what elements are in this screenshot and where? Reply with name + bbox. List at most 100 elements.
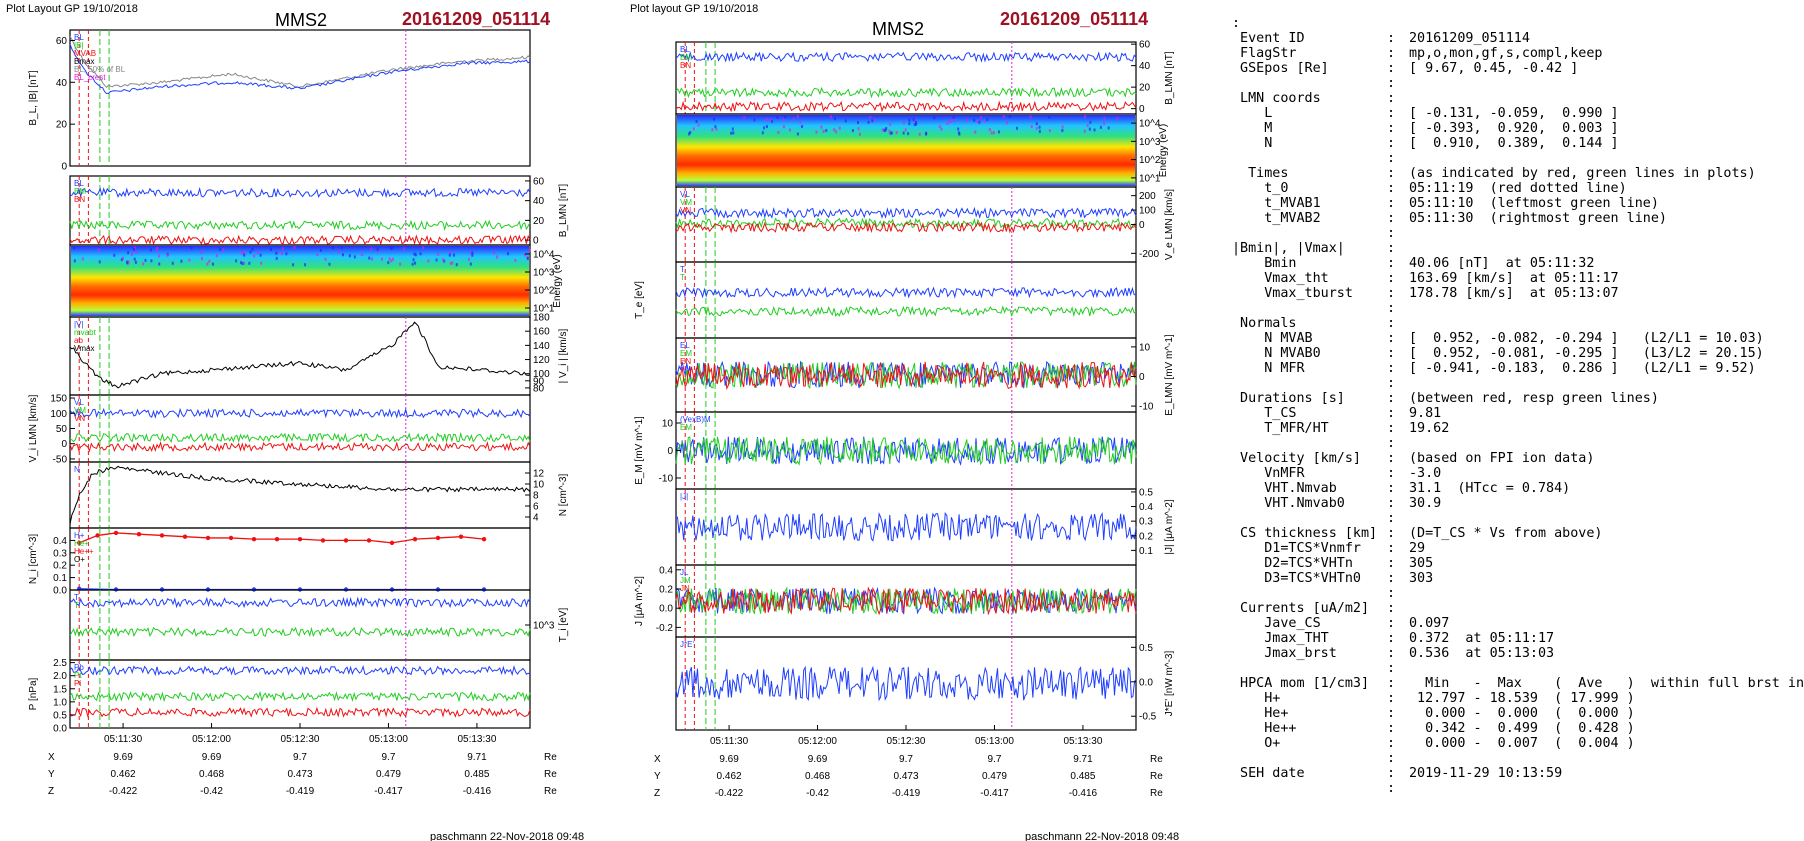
y-tick-label: 0 xyxy=(533,236,539,247)
y-axis-label: B_L, |B| [nT] xyxy=(28,70,39,125)
spectrogram-pixel xyxy=(389,246,392,250)
spectrogram-pixel xyxy=(73,246,76,250)
series-line xyxy=(69,441,531,453)
spectrogram-pixel xyxy=(997,130,1000,134)
spectrogram-pixel xyxy=(796,115,799,119)
summary-line: D1=TCS*Vnmfr:29 xyxy=(1232,541,1804,556)
summary-value: 12.797 - 18.539 ( 17.999 ) xyxy=(1409,691,1635,706)
x-tick-label: 05:13:30 xyxy=(1063,736,1102,747)
spectrogram-pixel xyxy=(455,263,458,267)
panel-right-7: |J| 0.1 0.2 0.3 0.4 0.5 |J| [μA m^-2] xyxy=(675,487,1175,566)
summary-colon: : xyxy=(1387,346,1396,361)
spectrogram-pixel xyxy=(158,254,161,258)
legend-label: Pt xyxy=(74,671,82,680)
spectrogram-pixel xyxy=(360,253,363,257)
spectrogram-pixel xyxy=(788,128,791,132)
summary-key: : xyxy=(1232,16,1241,31)
y-tick-label: 0.5 xyxy=(1139,487,1153,498)
y-axis-label: Energy (eV) xyxy=(1158,124,1169,177)
summary-line: CS thickness [km]: (D=T_CS * Vs from abov… xyxy=(1232,526,1804,541)
legend-label: MVAB xyxy=(74,49,96,58)
summary-line: |Bmin|, |Vmax|: xyxy=(1232,241,1804,256)
summary-colon: : xyxy=(1387,376,1396,391)
summary-value: [ 0.910, 0.389, 0.144 ] xyxy=(1409,136,1619,151)
spectrogram-pixel xyxy=(890,131,893,135)
summary-key: |Bmin|, |Vmax| xyxy=(1232,241,1345,256)
legend-label: BL, 50% of BL xyxy=(74,65,126,74)
spectrogram-pixel xyxy=(765,117,768,121)
spectrogram-pixel xyxy=(188,258,191,262)
y-tick-label: 0.2 xyxy=(53,561,67,572)
summary-line: He++: 0.342 - 0.499 ( 0.428 ) xyxy=(1232,721,1804,736)
legend-label: H+ xyxy=(74,531,85,540)
spectrogram-pixel xyxy=(907,132,910,136)
spectrogram-pixel xyxy=(1084,115,1087,119)
summary-line: He+: 0.000 - 0.000 ( 0.000 ) xyxy=(1232,706,1804,721)
spectrogram-pixel xyxy=(144,258,147,262)
x-tick-label: 05:12:00 xyxy=(192,734,231,745)
summary-line: t_0:05:11:19 (red dotted line) xyxy=(1232,181,1804,196)
summary-value: 0.097 xyxy=(1409,616,1450,631)
position-value: 0.468 xyxy=(805,771,830,782)
legend-label: |B| xyxy=(74,41,84,50)
spectrogram-pixel xyxy=(874,119,877,123)
position-value: 9.7 xyxy=(382,752,396,763)
y-tick-label: 200 xyxy=(1139,191,1156,202)
spectrogram-pixel xyxy=(925,132,928,136)
position-value: 0.479 xyxy=(982,771,1007,782)
spectrogram-pixel xyxy=(98,260,101,264)
spectrogram-pixel xyxy=(857,127,860,131)
legend-label: VL xyxy=(74,398,84,407)
right-footer: paschmann 22-Nov-2018 09:48 xyxy=(1025,831,1179,841)
panel-right-4-frame xyxy=(675,261,1137,339)
position-value: 9.7 xyxy=(899,754,913,765)
summary-line: : xyxy=(1232,781,1804,796)
y-axis-label: V_e LMN [km/s] xyxy=(1164,189,1175,260)
series-line xyxy=(675,361,1137,391)
spectrogram-pixel xyxy=(387,261,390,265)
y-axis-label: B_LMN [nT] xyxy=(558,184,569,238)
series-line xyxy=(675,665,1137,702)
summary-value: -3.0 xyxy=(1409,466,1442,481)
legend-label: VM xyxy=(74,406,86,415)
summary-value: 40.06 [nT] at 05:11:32 xyxy=(1409,256,1595,271)
spectrogram-pixel xyxy=(370,257,373,261)
panel-left-7: H+He+He++O+ 0.0 0.10.2 0.30.4 N_i [cm^-3] xyxy=(28,527,531,597)
data-point xyxy=(95,533,100,538)
legend-label: JL xyxy=(680,568,689,577)
summary-key: D1=TCS*Vnmfr xyxy=(1232,541,1361,556)
data-point xyxy=(343,538,349,543)
spectrogram-pixel xyxy=(348,254,351,258)
summary-value: 05:11:19 (red dotted line) xyxy=(1409,181,1627,196)
legend-label: mvabt xyxy=(74,328,97,337)
spectrogram-pixel xyxy=(341,253,344,257)
summary-line: Vmax_tburst:178.78 [km/s] at 05:13:07 xyxy=(1232,286,1804,301)
position-value: 0.468 xyxy=(199,769,224,780)
position-value: 0.479 xyxy=(376,769,401,780)
y-tick-label: 100 xyxy=(50,409,67,420)
data-point xyxy=(77,540,82,546)
legend-label: BN xyxy=(680,61,691,70)
y-axis-label: B_LMN [nT] xyxy=(1164,51,1175,105)
spectrogram-pixel xyxy=(888,129,891,133)
summary-key: Event ID xyxy=(1232,31,1305,46)
summary-colon: : xyxy=(1387,256,1396,271)
left-spacecraft: MMS2 xyxy=(275,10,327,30)
series-line xyxy=(69,465,531,525)
spectrogram-pixel xyxy=(869,115,872,119)
position-unit: Re xyxy=(544,769,557,780)
spectrogram-pixel xyxy=(908,122,911,126)
spectrogram-pixel xyxy=(777,130,780,134)
spectrogram-pixel xyxy=(135,250,138,254)
legend-label: BL_crest xyxy=(74,73,106,82)
y-tick-label: 2.0 xyxy=(53,671,67,682)
y-tick-label: 120 xyxy=(533,355,550,366)
series-line xyxy=(69,431,531,444)
spectrogram-pixel xyxy=(695,120,698,124)
series-line xyxy=(69,664,531,677)
spectrogram-pixel xyxy=(526,257,529,261)
